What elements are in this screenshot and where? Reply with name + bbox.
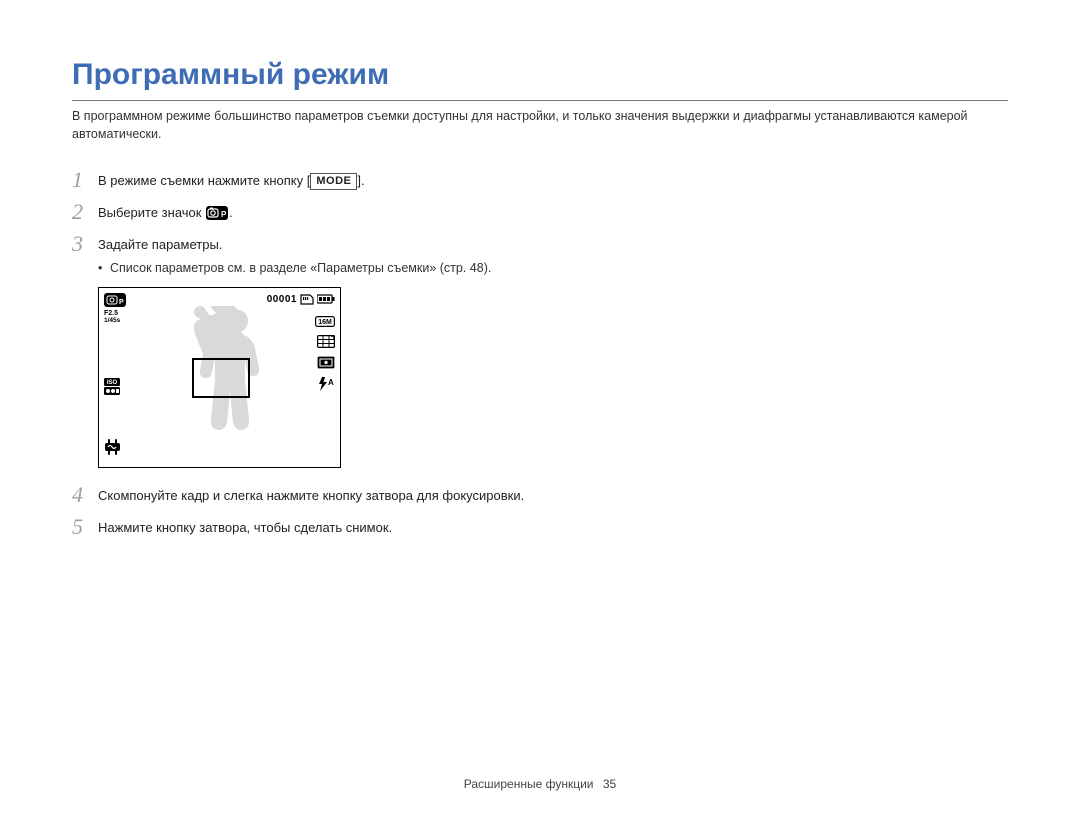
svg-text:A: A — [328, 378, 334, 387]
step-3-sub: Список параметров см. в разделе «Парамет… — [98, 259, 491, 277]
svg-text:P: P — [119, 299, 124, 306]
frame-counter: 00001 — [267, 294, 297, 305]
step-3: 3 Задайте параметры. Список параметров с… — [72, 233, 572, 277]
step-2-pre: Выберите значок — [98, 205, 205, 220]
iso-icon: ISO — [104, 378, 122, 396]
quality-grid-icon — [317, 335, 335, 348]
step-number: 4 — [72, 484, 98, 506]
title-rule — [72, 100, 1008, 101]
focus-frame — [192, 358, 250, 398]
screen-iso: ISO — [104, 378, 122, 401]
page-title: Программный режим — [72, 58, 1008, 92]
memory-card-icon — [300, 294, 314, 305]
page-footer: Расширенные функции 35 — [0, 777, 1080, 791]
metering-icon — [317, 356, 335, 369]
step-body: Выберите значок P . — [98, 201, 233, 223]
step-number: 3 — [72, 233, 98, 255]
step-number: 2 — [72, 201, 98, 223]
step-1: 1 В режиме съемки нажмите кнопку [MODE]. — [72, 169, 572, 191]
image-size-icon: 16M — [315, 316, 335, 327]
screen-top-left: P F2.5 1/45s — [104, 293, 130, 328]
step-2: 2 Выберите значок P . — [72, 201, 572, 223]
camera-screen-wrap: P F2.5 1/45s 00001 — [98, 287, 572, 468]
step-body: В режиме съемки нажмите кнопку [MODE]. — [98, 169, 365, 191]
svg-text:P: P — [221, 210, 227, 219]
step-number: 1 — [72, 169, 98, 191]
footer-section: Расширенные функции — [464, 777, 594, 791]
screen-right-column: 16M A — [315, 316, 335, 391]
flash-auto-icon: A — [317, 377, 335, 391]
step-body: Задайте параметры. Список параметров см.… — [98, 233, 491, 277]
step-body: Скомпонуйте кадр и слегка нажмите кнопку… — [98, 484, 524, 506]
svg-text:16M: 16M — [318, 319, 332, 326]
svg-text:ISO: ISO — [107, 380, 118, 386]
camera-p-icon: P — [206, 206, 228, 220]
step-number: 5 — [72, 516, 98, 538]
mode-key: MODE — [310, 173, 357, 190]
step-5: 5 Нажмите кнопку затвора, чтобы сделать … — [72, 516, 572, 538]
step-1-post: . — [361, 173, 365, 188]
battery-icon — [317, 294, 335, 304]
steps-list: 1 В режиме съемки нажмите кнопку [MODE].… — [72, 169, 572, 538]
screen-bottom-left — [104, 438, 122, 461]
screen-top-right: 00001 — [267, 294, 335, 305]
aperture-text: F2.5 — [104, 310, 118, 317]
step-3-text: Задайте параметры. — [98, 237, 222, 252]
step-2-post: . — [229, 205, 233, 220]
step-body: Нажмите кнопку затвора, чтобы сделать сн… — [98, 516, 392, 538]
mode-aperture-shutter-icon: P F2.5 1/45s — [104, 293, 130, 323]
camera-screen: P F2.5 1/45s 00001 — [98, 287, 341, 468]
stabilizer-icon — [104, 438, 122, 456]
intro-text: В программном режиме большинство парамет… — [72, 107, 1008, 143]
step-3-sublist: Список параметров см. в разделе «Парамет… — [98, 259, 491, 277]
shutter-text: 1/45s — [104, 317, 121, 323]
footer-page: 35 — [603, 777, 616, 791]
step-1-pre: В режиме съемки нажмите кнопку — [98, 173, 307, 188]
step-4: 4 Скомпонуйте кадр и слегка нажмите кноп… — [72, 484, 572, 506]
